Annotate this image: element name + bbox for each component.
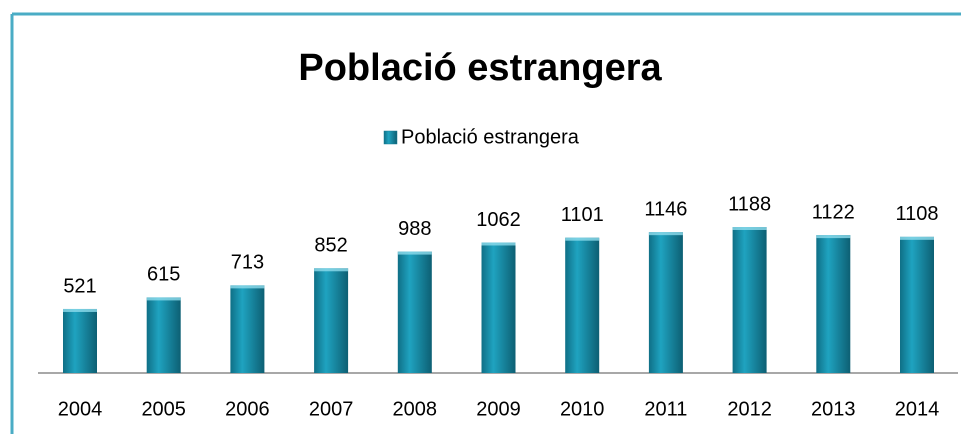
bar — [230, 285, 265, 373]
data-label: 713 — [231, 252, 264, 274]
bar-cap — [314, 268, 349, 272]
chart-title: Població estrangera — [298, 47, 662, 89]
x-tick-label: 2010 — [560, 398, 605, 420]
bar — [314, 268, 349, 373]
bar — [565, 237, 600, 373]
bar-cap — [63, 308, 97, 312]
bar — [816, 235, 851, 373]
bar — [397, 251, 432, 373]
x-tick-label: 2011 — [644, 398, 687, 420]
x-tick-label: 2013 — [811, 398, 856, 420]
bar — [648, 232, 683, 373]
data-label: 615 — [147, 264, 180, 286]
data-label: 1108 — [895, 203, 938, 225]
bar-cap — [397, 251, 432, 255]
bar-cap — [732, 227, 767, 230]
x-tick-label: 2009 — [476, 398, 521, 420]
bar — [63, 308, 97, 373]
data-label: 1101 — [561, 204, 604, 226]
data-label: 1188 — [728, 193, 771, 215]
x-tick-label: 2014 — [895, 398, 940, 420]
bar-cap — [816, 235, 851, 239]
data-label: 988 — [398, 218, 431, 240]
x-tick-label: 2005 — [141, 398, 186, 420]
x-tick-label: 2012 — [727, 398, 772, 420]
data-label: 1062 — [476, 209, 521, 231]
legend-label: Població estrangera — [401, 126, 580, 148]
x-tick-label: 2008 — [393, 398, 438, 420]
x-tick-label: 2004 — [58, 398, 103, 420]
bar-cap — [900, 236, 934, 240]
bar-cap — [565, 237, 600, 241]
bar — [146, 297, 181, 373]
data-label: 1146 — [644, 198, 687, 220]
bar-cap — [481, 242, 516, 246]
bar-cap — [648, 232, 683, 236]
x-tick-label: 2006 — [225, 398, 270, 420]
bar-cap — [146, 297, 181, 301]
bar — [900, 236, 934, 373]
legend-swatch — [383, 130, 398, 145]
x-tick-label: 2007 — [309, 398, 354, 420]
bar — [481, 242, 516, 373]
data-label: 1122 — [812, 201, 855, 223]
data-label: 852 — [314, 235, 347, 257]
data-label: 521 — [63, 275, 96, 297]
bar — [732, 227, 767, 373]
bar-cap — [230, 285, 265, 289]
